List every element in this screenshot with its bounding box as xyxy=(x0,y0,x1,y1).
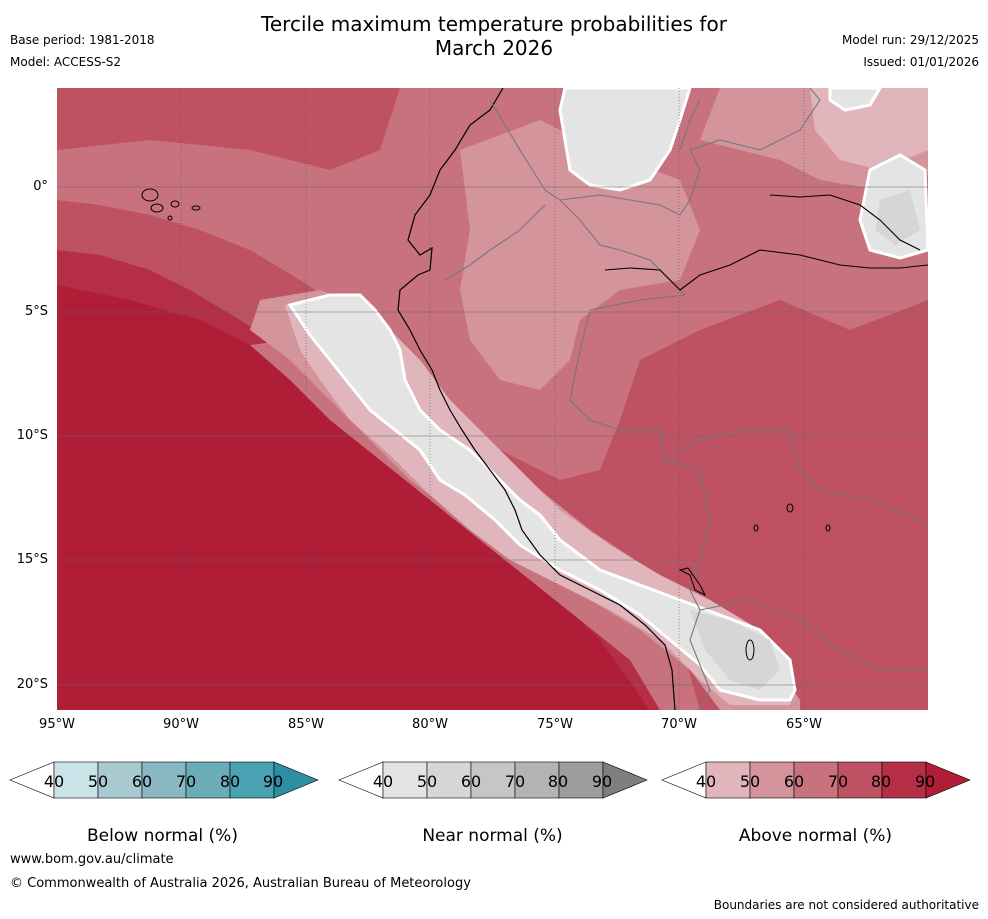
colorbar-above-bin-50 xyxy=(749,761,795,799)
latitude-lines xyxy=(57,186,928,686)
near-tick-70: 70 xyxy=(504,772,526,791)
above-tick-90: 90 xyxy=(914,772,936,791)
colorbar-above-high-extension xyxy=(925,761,971,799)
colorbar-near-bin-50 xyxy=(426,761,472,799)
near-tick-50: 50 xyxy=(416,772,438,791)
below-tick-40: 40 xyxy=(43,772,65,791)
field-above-40-east xyxy=(810,88,928,170)
lake-titicaca xyxy=(678,567,707,597)
near-tick-40: 40 xyxy=(372,772,394,791)
above-tick-60: 60 xyxy=(783,772,805,791)
colorbar-below-high-extension xyxy=(273,761,319,799)
issued-date: Issued: 01/01/2026 xyxy=(863,55,979,69)
footer-disclaimer: Boundaries are not considered authoritat… xyxy=(713,898,979,912)
footer-url[interactable]: www.bom.gov.au/climate xyxy=(10,852,174,867)
field-near-50-inner xyxy=(690,190,920,690)
colorbar-near-caption: Near normal (%) xyxy=(422,826,563,846)
above-tick-50: 50 xyxy=(739,772,761,791)
colorbar-below-bin-40 xyxy=(53,761,99,799)
map-title: Tercile maximum temperature probabilitie… xyxy=(0,12,988,60)
colorbar-above-bin-70 xyxy=(837,761,883,799)
lon-label-65w: 65°W xyxy=(786,717,822,732)
near-tick-80: 80 xyxy=(547,772,569,791)
title-line-2: March 2026 xyxy=(434,36,554,60)
below-tick-70: 70 xyxy=(175,772,197,791)
lon-label-80w: 80°W xyxy=(412,717,448,732)
colorbar-above-bin-80 xyxy=(881,761,927,799)
lon-label-95w: 95°W xyxy=(39,717,75,732)
colorbar-above-caption: Above normal (%) xyxy=(738,826,893,846)
colorbar-near-bin-40 xyxy=(382,761,428,799)
colorbar-below-bin-80 xyxy=(229,761,275,799)
lat-label-5s: 5°S xyxy=(24,304,48,319)
footer-copyright: © Commonwealth of Australia 2026, Austra… xyxy=(10,876,471,891)
lat-label-10s: 10°S xyxy=(16,428,48,443)
lon-label-75w: 75°W xyxy=(537,717,573,732)
meta-left: Base period: 1981-2018 Model: ACCESS-S2 xyxy=(10,29,155,73)
lat-label-20s: 20°S xyxy=(16,677,48,692)
colorbar-near-bin-80 xyxy=(558,761,604,799)
lakes-interior xyxy=(745,503,831,661)
meta-right: Model run: 29/12/2025 Issued: 01/01/2026 xyxy=(842,29,979,73)
above-tick-80: 80 xyxy=(870,772,892,791)
lat-label-0: 0° xyxy=(33,179,48,194)
lon-label-85w: 85°W xyxy=(288,717,324,732)
colorbar-above xyxy=(661,761,971,799)
colorbar-near xyxy=(338,761,648,799)
model-run: Model run: 29/12/2025 xyxy=(841,33,979,47)
probability-field xyxy=(57,88,928,710)
near-tick-60: 60 xyxy=(460,772,482,791)
galapagos-islands xyxy=(141,188,201,221)
colorbar-near-bin-60 xyxy=(470,761,516,799)
field-above-50 xyxy=(460,120,700,390)
colorbar-below-bin-60 xyxy=(141,761,187,799)
near-tick-90: 90 xyxy=(591,772,613,791)
above-tick-70: 70 xyxy=(827,772,849,791)
model-name: Model: ACCESS-S2 xyxy=(10,55,122,69)
below-tick-80: 80 xyxy=(219,772,241,791)
coastline xyxy=(397,88,676,710)
colorbar-near-high-extension xyxy=(602,761,648,799)
field-near-normal-north xyxy=(558,88,692,192)
lat-label-15s: 15°S xyxy=(16,552,48,567)
amazon-river xyxy=(604,194,928,291)
lon-label-70w: 70°W xyxy=(661,717,697,732)
title-line-1: Tercile maximum temperature probabilitie… xyxy=(261,12,727,36)
below-tick-90: 90 xyxy=(262,772,284,791)
lon-label-90w: 90°W xyxy=(163,717,199,732)
base-period: Base period: 1981-2018 xyxy=(10,33,155,47)
colorbar-below xyxy=(9,761,319,799)
below-tick-50: 50 xyxy=(87,772,109,791)
above-tick-40: 40 xyxy=(695,772,717,791)
colorbar-near-bin-70 xyxy=(514,761,560,799)
field-near-normal-coast xyxy=(287,293,797,702)
country-borders xyxy=(444,88,928,710)
colorbar-above-bin-60 xyxy=(793,761,839,799)
colorbar-below-caption: Below normal (%) xyxy=(87,826,238,846)
below-tick-60: 60 xyxy=(131,772,153,791)
colorbar-below-bin-50 xyxy=(97,761,143,799)
